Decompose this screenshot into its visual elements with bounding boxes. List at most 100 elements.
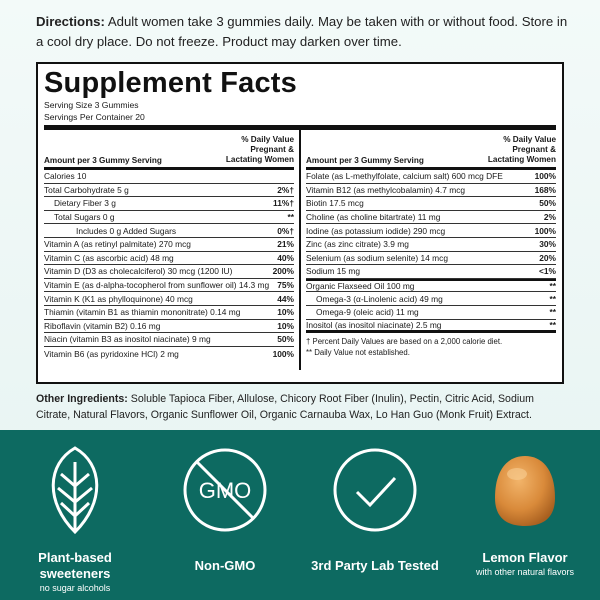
other-ingredients-label: Other Ingredients: <box>36 393 128 405</box>
left-column-header: Amount per 3 Gummy Serving % Daily Value… <box>44 130 294 170</box>
amount-header: Amount per 3 Gummy Serving <box>306 156 424 165</box>
nutrient-dv: 44% <box>277 293 294 304</box>
nutrient-row: Vitamin D (D3 as cholecalciferol) 30 mcg… <box>44 265 294 279</box>
nutrient-row: Vitamin B6 (as pyridoxine HCl) 2 mg 100% <box>44 347 294 361</box>
facts-columns: Amount per 3 Gummy Serving % Daily Value… <box>44 130 556 370</box>
right-column-header: Amount per 3 Gummy Serving % Daily Value… <box>306 130 556 170</box>
facts-title: Supplement Facts <box>44 67 297 99</box>
nutrient-row: Biotin 17.5 mcg 50% <box>306 197 556 211</box>
nutrient-row: Organic Flaxseed Oil 100 mg ** <box>306 278 556 293</box>
no-gmo-icon: GMO <box>175 440 275 540</box>
nutrient-name: Vitamin B12 (as methylcobalamin) 4.7 mcg <box>306 184 466 195</box>
nutrient-name: Vitamin E (as d-alpha-tocopherol from su… <box>44 280 270 291</box>
nutrient-name: Omega-3 (α-Linolenic acid) 49 mg <box>316 293 443 304</box>
dv-header-line: Lactating Women <box>487 155 556 164</box>
nutrient-dv: <1% <box>539 266 556 277</box>
nutrient-dv: ** <box>287 212 294 223</box>
footnote-not-established: ** Daily Value not established. <box>306 348 410 358</box>
dv-header-line: Lactating Women <box>225 155 294 164</box>
nutrient-name: Calories 10 <box>44 171 87 182</box>
nutrient-name: Vitamin C (as ascorbic acid) 48 mg <box>44 252 174 263</box>
dv-header: % Daily Value Pregnant & Lactating Women <box>226 135 294 165</box>
nutrient-row: Vitamin E (as d-alpha-tocopherol from su… <box>44 279 294 293</box>
nutrient-name: Vitamin D (D3 as cholecalciferol) 30 mcg… <box>44 266 233 277</box>
dv-header: % Daily Value Pregnant & Lactating Women <box>488 135 556 165</box>
dv-header-line: % Daily Value <box>241 135 294 144</box>
nutrient-name: Choline (as choline bitartrate) 11 mg <box>306 212 441 223</box>
gmo-icon-text: GMO <box>199 478 252 503</box>
nutrient-row: Folate (as L-methylfolate, calcium salt)… <box>306 170 556 184</box>
nutrient-name: Biotin 17.5 mcg <box>306 198 364 209</box>
nutrient-row: Dietary Fiber 3 g 11%† <box>44 197 294 211</box>
supplement-facts-panel: Supplement Facts Serving Size 3 Gummies … <box>36 62 564 384</box>
nutrient-dv: ** <box>549 307 556 318</box>
nutrient-row: Vitamin K (K1 as phylloquinone) 40 mcg 44… <box>44 292 294 306</box>
nutrient-name: Inositol (as inositol niacinate) 2.5 mg <box>306 319 442 330</box>
nutrient-name: Thiamin (vitamin B1 as thiamin mononitra… <box>44 307 241 318</box>
feature-lemon-flavor: Lemon Flavor with other natural flavors <box>450 440 600 578</box>
footnote-dv: † Percent Daily Values are based on a 2,… <box>306 337 503 347</box>
nutrient-dv: 100% <box>534 225 556 236</box>
directions-text: Adult women take 3 gummies daily. May be… <box>36 14 568 49</box>
nutrient-row: Vitamin C (as ascorbic acid) 48 mg 40% <box>44 252 294 266</box>
feature-label: Lemon Flavor <box>482 550 568 565</box>
nutrient-name: Iodine (as potassium iodide) 290 mcg <box>306 225 446 236</box>
nutrient-row: Zinc (as zinc citrate) 3.9 mg 30% <box>306 238 556 252</box>
nutrient-row: Niacin (vitamin B3 as inositol niacinate… <box>44 333 294 347</box>
nutrient-name: Sodium 15 mg <box>306 266 360 277</box>
feature-sub: no sugar alcohols <box>39 583 111 593</box>
nutrient-row: Iodine (as potassium iodide) 290 mcg 100% <box>306 224 556 238</box>
feature-lab-tested: 3rd Party Lab Tested <box>300 440 450 574</box>
nutrient-name: Organic Flaxseed Oil 100 mg <box>306 281 415 292</box>
nutrient-row: Vitamin A (as retinyl palmitate) 270 mcg… <box>44 238 294 252</box>
nutrient-dv: 21% <box>277 239 294 250</box>
nutrient-name: Niacin (vitamin B3 as inositol niacinate… <box>44 334 211 345</box>
nutrient-name: Vitamin A (as retinyl palmitate) 270 mcg <box>44 239 191 250</box>
nutrient-dv: 200% <box>272 266 294 277</box>
thick-divider <box>44 125 556 130</box>
nutrient-dv: ** <box>549 319 556 330</box>
nutrient-row: Riboflavin (vitamin B2) 0.16 mg 10% <box>44 320 294 334</box>
nutrient-name: Omega-9 (oleic acid) 11 mg <box>316 307 419 318</box>
nutrient-row: Calories 10 <box>44 170 294 184</box>
nutrient-row: Total Sugars 0 g ** <box>44 211 294 225</box>
nutrient-row: Sodium 15 mg <1% <box>306 265 556 279</box>
nutrient-dv: 50% <box>539 198 556 209</box>
nutrient-dv: 20% <box>539 252 556 263</box>
nutrient-dv: 75% <box>277 280 294 291</box>
nutrient-name: Selenium (as sodium selenite) 14 mcg <box>306 252 448 263</box>
nutrient-row: Omega-3 (α-Linolenic acid) 49 mg ** <box>306 292 556 306</box>
nutrient-dv: 2%† <box>277 184 294 195</box>
gummy-icon <box>475 440 575 540</box>
nutrient-dv: ** <box>549 293 556 304</box>
nutrient-dv: 168% <box>534 184 556 195</box>
serving-size: Serving Size 3 Gummies <box>44 100 139 110</box>
leaf-icon <box>25 440 125 540</box>
footnotes: † Percent Daily Values are based on a 2,… <box>306 336 556 358</box>
feature-sub: with other natural flavors <box>475 567 575 577</box>
other-ingredients: Other Ingredients: Soluble Tapioca Fiber… <box>36 391 570 423</box>
nutrient-dv: 100% <box>534 171 556 182</box>
nutrient-name: Vitamin K (K1 as phylloquinone) 40 mcg <box>44 293 193 304</box>
nutrient-dv: 10% <box>277 320 294 331</box>
checkmark-icon <box>325 440 425 540</box>
nutrient-name: Includes 0 g Added Sugars <box>76 225 177 236</box>
nutrient-dv: 10% <box>277 307 294 318</box>
nutrient-dv: 40% <box>277 252 294 263</box>
other-ingredients-text: Soluble Tapioca Fiber, Allulose, Chicory… <box>36 393 534 421</box>
nutrient-dv: 0%† <box>277 225 294 236</box>
feature-label-line: Plant-based <box>38 550 112 565</box>
feature-label: Non-GMO <box>194 558 256 573</box>
nutrient-dv: 100% <box>272 348 294 359</box>
nutrient-name: Dietary Fiber 3 g <box>54 198 116 209</box>
nutrient-name: Folate (as L-methylfolate, calcium salt)… <box>306 171 503 182</box>
nutrient-name: Zinc (as zinc citrate) 3.9 mg <box>306 239 409 250</box>
nutrient-row: Selenium (as sodium selenite) 14 mcg 20% <box>306 252 556 266</box>
nutrient-dv: 50% <box>277 334 294 345</box>
facts-left-column: Amount per 3 Gummy Serving % Daily Value… <box>44 130 301 370</box>
nutrient-dv: ** <box>549 281 556 292</box>
nutrient-row: Thiamin (vitamin B1 as thiamin mononitra… <box>44 306 294 320</box>
feature-label: Plant-based sweeteners <box>0 550 150 582</box>
nutrient-row: Choline (as choline bitartrate) 11 mg 2% <box>306 211 556 225</box>
nutrient-name: Vitamin B6 (as pyridoxine HCl) 2 mg <box>44 348 179 359</box>
